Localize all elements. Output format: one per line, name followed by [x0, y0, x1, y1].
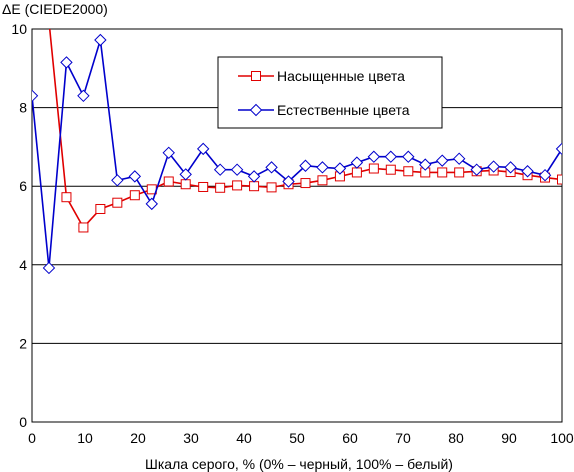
legend-label: Насыщенные цвета	[277, 68, 405, 84]
data-point	[145, 197, 158, 211]
series-layer	[32, 17, 562, 275]
y-tick-labels: 0 2 4 6 8 10	[11, 21, 27, 430]
data-point	[384, 150, 398, 163]
data-point	[300, 178, 311, 189]
data-point	[266, 182, 277, 193]
y-tick-label: 2	[19, 335, 27, 351]
data-point	[333, 162, 347, 175]
data-point	[452, 152, 466, 165]
data-point	[111, 174, 124, 187]
x-tick-label: 30	[183, 430, 199, 446]
x-tick-label: 20	[130, 430, 146, 446]
x-tick-label: 60	[342, 430, 358, 446]
data-point	[368, 163, 379, 174]
x-tick-label: 0	[28, 430, 36, 446]
data-point	[282, 175, 295, 188]
y-tick-label: 8	[19, 100, 27, 116]
x-tick-label: 50	[289, 430, 305, 446]
data-point	[557, 174, 562, 185]
data-point	[162, 146, 175, 160]
data-point	[555, 142, 562, 156]
data-point	[316, 161, 329, 174]
x-axis-label: Шкала серого, % (0% – черный, 100% – бел…	[145, 456, 453, 472]
x-tick-label: 10	[77, 430, 93, 446]
data-point	[299, 159, 312, 172]
legend-box	[217, 56, 443, 129]
x-tick-label: 90	[501, 430, 517, 446]
legend-item: Естественные цвета	[238, 102, 410, 118]
data-point	[77, 89, 90, 103]
legend-swatch-marker	[251, 71, 261, 81]
data-point	[504, 161, 517, 174]
data-point	[402, 150, 415, 163]
data-point	[403, 166, 414, 177]
data-point	[215, 182, 226, 193]
data-point	[247, 170, 261, 183]
x-tick-label: 40	[236, 430, 252, 446]
series-2	[32, 33, 562, 275]
legend-label: Естественные цвета	[277, 102, 410, 118]
x-tick-label: 70	[395, 430, 411, 446]
data-point	[350, 156, 364, 169]
data-point	[179, 168, 192, 181]
data-point	[470, 163, 483, 176]
legend-item: Насыщенные цвета	[238, 68, 405, 84]
gridlines	[32, 107, 562, 344]
x-tick-label: 80	[448, 430, 464, 446]
data-point	[42, 261, 56, 275]
data-point	[367, 150, 381, 163]
x-tick-labels: 0 10 20 30 40 50 60 70 80 90 100	[28, 430, 574, 446]
y-tick-label: 4	[19, 257, 27, 273]
data-point	[95, 203, 106, 214]
y-tick-label: 10	[11, 21, 27, 37]
data-point	[351, 167, 362, 178]
data-point	[196, 142, 210, 156]
data-point	[163, 176, 174, 187]
data-point	[129, 190, 140, 201]
data-point	[112, 197, 123, 208]
data-point	[94, 33, 107, 47]
data-point	[521, 165, 534, 178]
data-point	[213, 163, 227, 176]
data-point	[419, 158, 432, 171]
data-point	[538, 168, 552, 182]
data-point	[317, 175, 328, 186]
data-point	[44, 17, 53, 26]
data-point	[32, 89, 39, 103]
data-point	[180, 179, 191, 190]
plot-area	[31, 28, 563, 423]
data-point	[437, 167, 448, 178]
data-point	[265, 161, 278, 174]
data-point	[232, 180, 243, 191]
y-axis-label: ΔE (CIEDE2000)	[2, 1, 108, 17]
data-point	[385, 164, 396, 175]
x-tick-label: 100	[550, 430, 574, 446]
data-point	[436, 154, 449, 167]
data-point	[61, 192, 72, 203]
data-point	[454, 167, 465, 178]
data-point	[487, 160, 500, 173]
data-point	[78, 222, 89, 233]
data-point	[60, 56, 73, 69]
legend-swatch-marker	[249, 103, 263, 117]
y-tick-label: 0	[19, 414, 27, 430]
y-tick-label: 6	[19, 178, 27, 194]
data-point	[198, 181, 209, 192]
legend: Насыщенные цвета Естественные цвета	[217, 56, 443, 129]
data-point	[249, 181, 260, 192]
data-point	[230, 163, 244, 176]
data-point	[128, 170, 142, 183]
